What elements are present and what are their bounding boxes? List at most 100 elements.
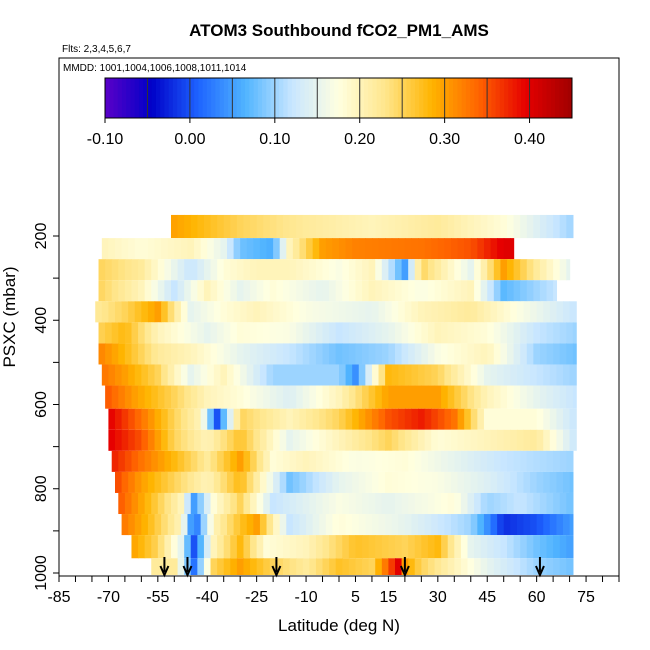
- heatmap-cell: [408, 343, 416, 365]
- heatmap-cell: [157, 322, 166, 344]
- heatmap-cell: [467, 385, 475, 409]
- heatmap-cell: [339, 514, 347, 536]
- heatmap-cell: [404, 514, 413, 536]
- heatmap-cell: [490, 514, 498, 536]
- heatmap-cell: [233, 301, 241, 323]
- heatmap-cell: [483, 364, 492, 386]
- heatmap-cell: [296, 280, 304, 302]
- heatmap-cell: [526, 558, 534, 575]
- heatmap-cell: [355, 535, 363, 559]
- heatmap-cell: [118, 259, 126, 281]
- colorbar-segment: [274, 78, 280, 118]
- heatmap-cell: [362, 343, 370, 365]
- colorbar-segment: [181, 78, 187, 118]
- colorbar-segment: [427, 78, 433, 118]
- heatmap-cell: [513, 322, 521, 344]
- heatmap-cell: [464, 471, 472, 493]
- heatmap-cell: [375, 322, 383, 344]
- heatmap-cell: [138, 343, 146, 365]
- heatmap-cell: [388, 259, 396, 281]
- colorbar-segment: [559, 78, 565, 118]
- heatmap-cell: [190, 322, 198, 344]
- heatmap-cell: [329, 280, 337, 302]
- heatmap-cell: [424, 471, 432, 493]
- heatmap-cell: [276, 259, 284, 281]
- heatmap-cell: [118, 322, 126, 344]
- heatmap-cell: [395, 535, 403, 559]
- colorbar-segment: [440, 78, 446, 118]
- colorbar-segment: [436, 78, 441, 118]
- heatmap-cell: [259, 471, 268, 493]
- heatmap-cell: [263, 214, 271, 239]
- heatmap-cell: [220, 408, 228, 430]
- heatmap-cell: [289, 214, 297, 239]
- heatmap-cell: [236, 385, 245, 409]
- heatmap-cell: [171, 343, 179, 365]
- heatmap-cell: [131, 259, 139, 281]
- heatmap-cell: [124, 450, 133, 472]
- heatmap-cell: [292, 471, 301, 493]
- heatmap-cell: [240, 238, 248, 260]
- heatmap-cell: [335, 492, 343, 515]
- heatmap-cell: [434, 385, 442, 409]
- heatmap-cell: [312, 429, 320, 451]
- heatmap-cell: [572, 385, 577, 409]
- x-tick-label: 75: [577, 589, 595, 606]
- heatmap-cell: [546, 322, 554, 344]
- heatmap-cell: [358, 471, 366, 493]
- heatmap-cell: [355, 385, 363, 409]
- heatmap-cell: [177, 535, 185, 559]
- colorbar-segment: [283, 78, 289, 118]
- heatmap-cell: [289, 322, 297, 344]
- heatmap-cell: [230, 280, 238, 302]
- heatmap-cell: [418, 301, 426, 323]
- heatmap-cell: [266, 471, 274, 493]
- heatmap-cell: [447, 214, 455, 239]
- heatmap-cell: [355, 492, 363, 515]
- heatmap-cell: [141, 364, 149, 386]
- heatmap-cell: [431, 471, 439, 493]
- heatmap-cell: [164, 492, 172, 515]
- colorbar-segment: [389, 78, 395, 118]
- heatmap-cell: [375, 385, 383, 409]
- heatmap-cell: [497, 301, 505, 323]
- heatmap-cell: [345, 514, 353, 536]
- colorbar: -0.10 0.00 0.10 0.20 0.30 0.40: [87, 77, 573, 148]
- heatmap-cell: [451, 238, 459, 260]
- heatmap-cell: [447, 492, 455, 515]
- heatmap-cell: [141, 238, 149, 260]
- heatmap-cell: [306, 238, 314, 260]
- heatmap-cell: [131, 280, 139, 302]
- heatmap-cell: [441, 535, 449, 559]
- heatmap-cell: [115, 238, 123, 260]
- heatmap-cell: [322, 343, 330, 365]
- heatmap-cell: [427, 343, 436, 365]
- heatmap-cell: [513, 280, 521, 302]
- heatmap-cell: [414, 450, 422, 472]
- heatmap-cell: [362, 214, 370, 239]
- heatmap-cell: [243, 558, 251, 575]
- heatmap-cell: [180, 364, 189, 386]
- heatmap-cell: [111, 322, 119, 344]
- heatmap-cell: [457, 238, 465, 260]
- heatmap-cell: [151, 322, 159, 344]
- heatmap-cell: [500, 214, 508, 239]
- colorbar-segment: [393, 78, 399, 118]
- heatmap-cell: [345, 364, 353, 386]
- heatmap-cell: [355, 259, 363, 281]
- colorbar-segment: [249, 78, 255, 118]
- heatmap-cell: [286, 364, 294, 386]
- heatmap-cell: [236, 343, 245, 365]
- heatmap-cell: [352, 408, 360, 430]
- colorbar-segment: [342, 78, 348, 118]
- heatmap-cell: [408, 558, 416, 575]
- heatmap-cell: [315, 558, 324, 575]
- heatmap-cell: [299, 238, 307, 260]
- heatmap-cell: [362, 558, 370, 575]
- heatmap-cell: [467, 322, 475, 344]
- heatmap-cell: [197, 214, 205, 239]
- heatmap-cell: [497, 364, 505, 386]
- heatmap-cell: [437, 471, 446, 493]
- heatmap-cell: [167, 301, 175, 323]
- colorbar-segment: [453, 78, 458, 118]
